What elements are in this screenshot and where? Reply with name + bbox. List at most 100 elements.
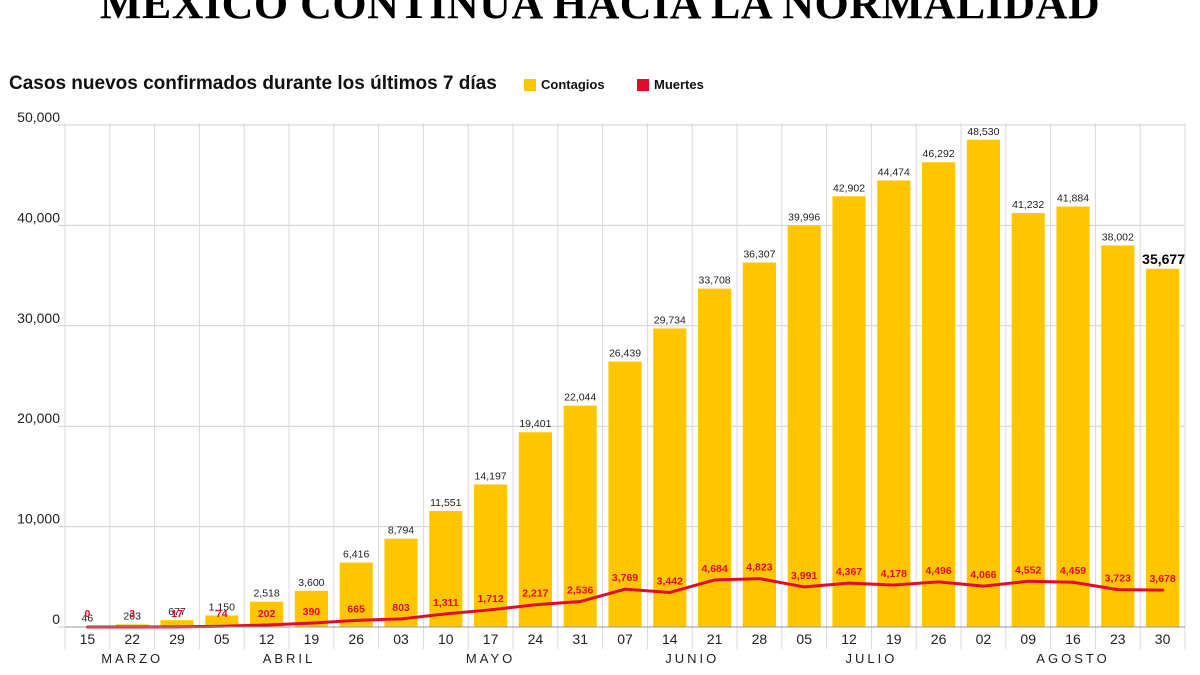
x-tick-label: 12	[259, 631, 275, 647]
bar-contagios	[922, 162, 956, 627]
line-value-label: 4,178	[881, 568, 907, 580]
legend-item-contagios: Contagios	[524, 77, 605, 92]
x-tick-label: 05	[214, 631, 230, 647]
x-tick-label: 14	[662, 631, 678, 647]
bar-contagios	[339, 562, 373, 627]
y-tick-label: 10,000	[17, 511, 60, 527]
line-value-label: 4,823	[746, 562, 772, 574]
y-tick-label: 50,000	[17, 109, 60, 125]
bar-contagios	[742, 262, 776, 627]
x-tick-label: 28	[752, 631, 768, 647]
point-muertes	[668, 590, 672, 594]
bar-value-label: 8,794	[388, 525, 414, 537]
bar-value-label: 263	[123, 610, 141, 622]
line-value-label: 665	[347, 603, 365, 615]
x-tick-label: 19	[886, 631, 902, 647]
point-muertes	[1026, 579, 1030, 583]
line-value-label: 2,217	[522, 588, 548, 600]
point-muertes	[399, 617, 403, 621]
point-muertes	[265, 623, 269, 627]
point-muertes	[578, 600, 582, 604]
bar-contagios	[653, 328, 687, 627]
bar-value-label: 14,197	[475, 470, 507, 482]
y-tick-label: 20,000	[17, 410, 60, 426]
x-tick-label: 31	[572, 631, 588, 647]
line-value-label: 2,536	[567, 585, 593, 597]
bar-value-label: 46,292	[923, 148, 955, 160]
line-value-label: 1,311	[433, 597, 459, 609]
point-muertes	[937, 580, 941, 584]
point-muertes	[892, 583, 896, 587]
point-muertes	[1161, 588, 1165, 592]
line-value-label: 3,991	[791, 570, 817, 582]
bar-value-label: 38,002	[1102, 231, 1134, 243]
axis-layer: 0 10,000 20,000 30,000 40,000 50,000 15 22 29 05 1…	[17, 109, 1185, 666]
month-label: AGOSTO	[1036, 651, 1109, 666]
bar-contagios	[563, 405, 597, 627]
line-value-label: 4,552	[1015, 564, 1041, 576]
line-value-label: 4,066	[970, 569, 996, 581]
month-label: MARZO	[101, 651, 163, 666]
x-tick-label: 23	[1110, 631, 1126, 647]
point-muertes	[444, 612, 448, 616]
bar-value-label: 11,551	[430, 497, 461, 509]
line-value-label: 390	[303, 606, 321, 618]
bar-contagios	[160, 620, 194, 627]
point-muertes	[1116, 588, 1120, 592]
point-muertes	[802, 585, 806, 589]
x-tick-label: 02	[976, 631, 992, 647]
line-value-label: 3,723	[1105, 573, 1131, 585]
y-tick-label: 0	[52, 611, 60, 627]
month-label: JULIO	[845, 651, 897, 666]
bar-contagios	[1146, 268, 1180, 627]
line-value-label: 4,459	[1060, 565, 1086, 577]
x-tick-label: 30	[1155, 631, 1171, 647]
month-label: ABRIL	[263, 651, 316, 666]
line-value-label: 202	[258, 608, 276, 620]
bar-contagios	[429, 511, 463, 627]
bar-contagios	[787, 225, 821, 627]
bar-value-label: 19,401	[519, 418, 551, 430]
chart-title: MÉXICO CONTINÚA HACIA LA NORMALIDAD	[99, 0, 1101, 28]
bar-contagios	[1056, 206, 1090, 628]
line-value-label: 803	[392, 602, 410, 614]
x-tick-label: 26	[348, 631, 364, 647]
bar-value-label: 22,044	[564, 392, 596, 404]
x-tick-label: 19	[304, 631, 320, 647]
bar-contagios	[250, 601, 284, 627]
x-tick-label: 22	[124, 631, 140, 647]
bar-value-label: 2,518	[253, 588, 279, 600]
line-value-label: 3,769	[612, 572, 638, 584]
line-value-label: 4,684	[701, 563, 727, 575]
point-muertes	[489, 608, 493, 612]
x-tick-label: 07	[617, 631, 633, 647]
bar-value-label: 36,307	[743, 248, 775, 260]
x-tick-label: 03	[393, 631, 409, 647]
x-tick-label: 10	[438, 631, 454, 647]
bar-contagios	[877, 180, 911, 628]
line-value-label: 1,712	[477, 593, 503, 605]
legend-label-contagios: Contagios	[541, 77, 605, 92]
x-tick-label: 24	[528, 631, 544, 647]
bar-contagios	[384, 538, 418, 627]
bar-value-label: 46	[82, 613, 94, 625]
bar-value-label: 1,150	[209, 601, 235, 613]
legend-swatch-muertes	[637, 78, 649, 91]
bar-contagios	[518, 432, 552, 627]
bar-value-label: 44,474	[878, 166, 910, 178]
x-tick-label: 29	[169, 631, 185, 647]
x-tick-label: 21	[707, 631, 723, 647]
line-value-label: 3	[129, 608, 135, 620]
x-tick-label: 26	[931, 631, 947, 647]
y-tick-label: 30,000	[17, 310, 60, 326]
bar-value-label: 35,677	[1142, 251, 1185, 267]
point-muertes	[847, 581, 851, 585]
bar-value-label: 26,439	[609, 348, 641, 360]
line-value-label: 17	[171, 608, 183, 620]
legend-item-muertes: Muertes	[637, 77, 704, 92]
point-muertes	[309, 621, 313, 625]
chart-subtitle: Casos nuevos confirmados durante los últ…	[9, 73, 497, 94]
point-muertes	[1071, 580, 1075, 584]
legend-swatch-contagios	[524, 78, 536, 91]
